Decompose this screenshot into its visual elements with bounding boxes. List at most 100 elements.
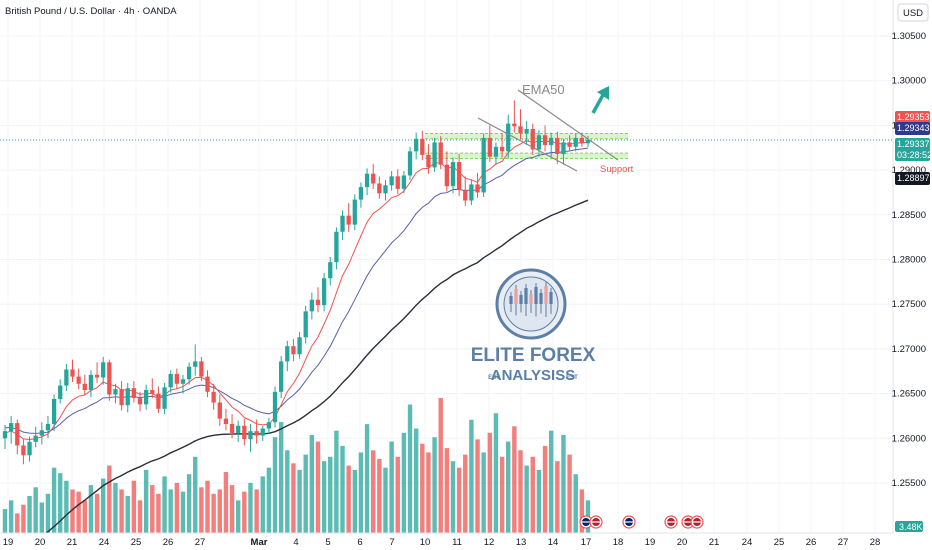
volume-bar	[309, 435, 315, 533]
candle-body	[174, 373, 179, 384]
candle-body	[211, 391, 216, 403]
volume-bar	[15, 513, 20, 533]
volume-bar	[407, 404, 413, 533]
time-tick-label: 25	[131, 537, 142, 548]
candle-body	[119, 389, 124, 406]
currency-button[interactable]: USD	[897, 3, 929, 22]
volume-bar	[346, 465, 351, 533]
price-tick-label: 1.29000	[892, 165, 926, 176]
price-axis-panel[interactable]	[893, 0, 932, 550]
candle-body	[481, 137, 486, 193]
volume-bar	[555, 461, 560, 533]
volume-bar	[131, 480, 137, 533]
volume-bar	[242, 491, 247, 533]
candle-body	[561, 142, 566, 155]
candle-body	[236, 425, 241, 433]
candle-body	[229, 423, 235, 433]
logo-candle-body	[544, 286, 548, 304]
volume-bar	[573, 474, 578, 533]
candle-body	[39, 430, 44, 436]
candle-body	[573, 137, 578, 147]
candle-body	[113, 389, 118, 395]
time-tick-label: 27	[838, 537, 849, 548]
volume-bar	[285, 450, 290, 533]
time-tick-label: 10	[420, 537, 431, 548]
candle-body	[143, 390, 149, 405]
candle-body	[536, 135, 542, 150]
volume-bar	[506, 441, 511, 533]
volume-bar	[94, 493, 100, 533]
candle-body	[8, 423, 14, 432]
candle-body	[506, 123, 511, 152]
time-axis-panel[interactable]	[0, 533, 932, 550]
volume-bar	[100, 478, 106, 533]
volume-bar	[8, 500, 14, 533]
volume-bars	[2, 398, 591, 533]
volume-bar	[199, 487, 204, 533]
candle-body	[297, 337, 302, 355]
logo-candle-body	[514, 289, 518, 304]
time-tick-label: 4	[293, 537, 298, 548]
price-tag-bg	[895, 138, 930, 161]
volume-bar	[70, 489, 75, 533]
candle-body	[352, 199, 357, 225]
time-tick-label: 26	[163, 537, 174, 548]
volume-bar	[334, 430, 339, 533]
candle-body	[567, 142, 572, 147]
volume-bar	[107, 465, 112, 533]
volume-bar	[278, 421, 284, 533]
volume-bar	[39, 502, 45, 533]
price-tick-label: 1.26000	[892, 433, 926, 444]
volume-bar	[536, 469, 542, 533]
volume-bar	[193, 456, 198, 533]
event-flag-icon	[589, 515, 603, 529]
logo-line2: ANALYSISS	[491, 367, 575, 384]
moving-averages	[4, 140, 589, 550]
volume-bar	[113, 482, 118, 533]
candle-body	[70, 369, 75, 377]
candle-body	[346, 215, 351, 225]
candle-body	[499, 146, 505, 152]
candle-body	[487, 137, 492, 157]
price-tag-bg	[895, 111, 930, 124]
economic-events[interactable]	[579, 515, 704, 529]
time-tick-label: 21	[67, 537, 78, 548]
volume-bar	[377, 458, 382, 533]
candle-body	[272, 391, 278, 423]
price-tick-label: 1.27000	[892, 344, 926, 355]
candle-body	[469, 184, 474, 201]
candle-body	[340, 215, 345, 232]
candle-body	[542, 135, 548, 146]
candle-body	[371, 173, 376, 184]
candle-body	[260, 428, 265, 436]
candle-body	[407, 151, 413, 176]
volume-bar	[162, 476, 167, 533]
logo-candle-body	[524, 288, 528, 304]
volume-bar	[303, 454, 308, 533]
candle-body	[186, 366, 192, 380]
volume-bar	[137, 500, 143, 533]
volume-bar	[235, 500, 241, 533]
support-zone	[425, 153, 628, 159]
price-tick-label: 1.26500	[892, 389, 926, 400]
candle-body	[285, 346, 290, 362]
volume-bar	[364, 424, 370, 533]
candle-body	[524, 128, 529, 134]
volume-bar	[291, 463, 296, 533]
candle-body	[27, 441, 32, 456]
ema-mid-line	[4, 147, 589, 434]
time-tick-label: Mar	[251, 537, 268, 548]
logo-candle-body	[539, 293, 543, 304]
candle-body	[334, 231, 339, 263]
price-tick-label: 1.25500	[892, 478, 926, 489]
volume-bar	[119, 489, 124, 533]
candles	[2, 100, 591, 465]
volume-bar	[463, 454, 468, 533]
volume-bar	[561, 435, 566, 533]
price-tag-countdown: 03:28:52	[897, 150, 932, 160]
candle-body	[315, 299, 321, 306]
price-tick-label: 1.30500	[892, 31, 926, 42]
